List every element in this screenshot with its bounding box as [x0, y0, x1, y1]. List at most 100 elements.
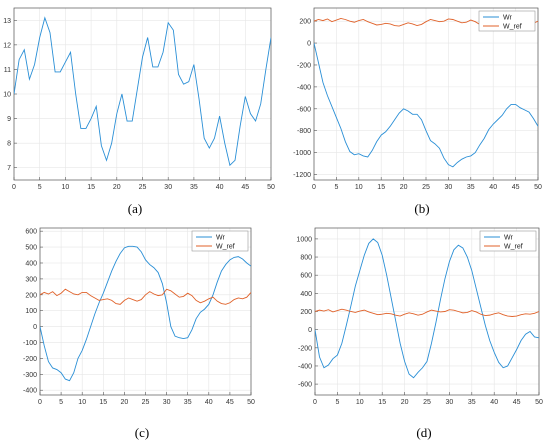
legend: Wr W_ref: [191, 230, 249, 252]
x-tick-label: 45: [226, 399, 234, 406]
x-tick-label: 25: [142, 399, 150, 406]
panel-caption: (a): [128, 201, 142, 216]
x-tick-label: 45: [241, 184, 249, 191]
x-tick-label: 30: [164, 184, 172, 191]
y-tick-label: 0: [307, 41, 311, 48]
y-tick-label: 500: [25, 245, 37, 252]
legend-label: W_ref: [504, 244, 523, 251]
x-tick-label: 40: [205, 399, 213, 406]
y-tick-label: 600: [300, 273, 312, 280]
x-tick-label: 15: [378, 399, 386, 406]
x-tick-label: 35: [190, 184, 198, 191]
x-tick-label: 0: [12, 184, 16, 191]
y-tick-label: 12: [3, 42, 11, 49]
legend-label: W_ref: [216, 244, 235, 251]
x-tick-label: 0: [38, 399, 42, 406]
x-tick-label: 30: [445, 184, 453, 191]
y-tick-label: 11: [4, 67, 11, 74]
y-tick-label: -400: [298, 363, 312, 370]
x-tick-label: 15: [377, 184, 385, 191]
x-tick-label: 5: [59, 399, 63, 406]
y-tick-label: 200: [299, 19, 311, 26]
y-tick-label: -800: [297, 128, 311, 135]
y-tick-label: 800: [300, 255, 312, 262]
x-tick-label: 50: [534, 184, 542, 191]
series-line-wr: [314, 42, 538, 168]
legend: Wr W_ref: [479, 230, 537, 252]
y-tick-label: -600: [298, 382, 312, 389]
x-tick-label: 50: [267, 184, 275, 191]
x-tick-label: 50: [535, 399, 543, 406]
x-tick-label: 50: [247, 399, 255, 406]
y-tick-label: 8: [7, 141, 11, 148]
y-tick-label: -600: [297, 106, 311, 113]
x-tick-label: 20: [400, 184, 408, 191]
y-tick-label: 7: [7, 165, 11, 172]
x-tick-label: 40: [490, 399, 498, 406]
chart-b: 0 5 10 15 20 25 30 35 40 45 50 -1200 -1000 -800 -600 -4…: [293, 7, 542, 216]
x-tick-label: 25: [423, 399, 431, 406]
x-tick-label: 25: [422, 184, 430, 191]
x-tick-label: 45: [512, 184, 520, 191]
x-tick-label: 30: [163, 399, 171, 406]
x-tick-label: 20: [113, 184, 121, 191]
x-tick-label: 0: [312, 184, 316, 191]
x-tick-label: 10: [356, 399, 364, 406]
x-tick-label: 20: [401, 399, 409, 406]
x-tick-label: 15: [87, 184, 95, 191]
x-tick-label: 40: [489, 184, 497, 191]
y-tick-label: -400: [297, 84, 311, 91]
chart-d: 0 5 10 15 20 25 30 35 40 45 50 -600 -400 -200 0 200 400 6…: [296, 227, 543, 440]
y-tick-label: 400: [25, 260, 37, 267]
y-tick-label: 1000: [296, 236, 312, 243]
y-tick-label: 100: [25, 308, 37, 315]
x-tick-label: 35: [184, 399, 192, 406]
legend-label: Wr: [504, 235, 513, 242]
x-tick-label: 10: [78, 399, 86, 406]
x-tick-label: 10: [62, 184, 70, 191]
series-line-wr: [40, 245, 251, 382]
y-tick-label: 13: [3, 18, 11, 25]
y-tick-label: 10: [3, 92, 11, 99]
x-tick-label: 5: [38, 184, 42, 191]
y-tick-label: -1000: [293, 150, 311, 157]
y-tick-label: 300: [25, 276, 37, 283]
chart-a: 0 5 10 15 20 25 30 35 40 45 50 7 8 9 10 11 12 13 (a): [3, 7, 275, 216]
panel-caption: (d): [416, 425, 431, 440]
legend-label: Wr: [503, 15, 512, 22]
x-tick-label: 15: [99, 399, 107, 406]
x-tick-label: 35: [468, 399, 476, 406]
series-line-series: [14, 16, 271, 167]
x-tick-label: 40: [216, 184, 224, 191]
panel-caption: (b): [414, 201, 429, 216]
y-tick-label: 200: [300, 309, 312, 316]
y-tick-label: 0: [308, 327, 312, 334]
x-tick-label: 30: [446, 399, 454, 406]
x-tick-label: 25: [139, 184, 147, 191]
legend-label: Wr: [216, 235, 225, 242]
y-tick-label: -300: [23, 372, 37, 379]
x-tick-label: 5: [334, 184, 338, 191]
x-tick-label: 0: [313, 399, 317, 406]
legend: Wr W_ref: [478, 10, 536, 32]
y-tick-label: 600: [25, 229, 37, 236]
y-tick-label: -400: [23, 388, 37, 395]
x-tick-label: 10: [355, 184, 363, 191]
y-tick-label: -200: [297, 62, 311, 69]
y-tick-label: -200: [298, 345, 312, 352]
x-tick-label: 20: [121, 399, 129, 406]
legend-label: W_ref: [503, 24, 522, 31]
series-line-w-ref: [315, 308, 539, 317]
y-tick-label: -200: [23, 356, 37, 363]
y-tick-label: 200: [25, 292, 37, 299]
y-tick-label: -1200: [293, 172, 311, 179]
panel-caption: (c): [135, 425, 149, 440]
y-tick-label: 9: [7, 116, 11, 123]
y-tick-label: 400: [300, 291, 312, 298]
x-tick-label: 35: [467, 184, 475, 191]
y-tick-label: 0: [33, 324, 37, 331]
y-tick-label: -100: [23, 340, 37, 347]
x-tick-label: 45: [513, 399, 521, 406]
series-line-wr: [315, 238, 539, 379]
